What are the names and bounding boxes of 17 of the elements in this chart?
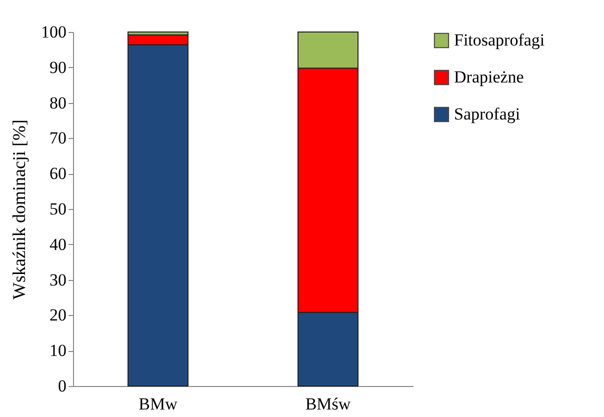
y-tick-label: 100 — [41, 22, 66, 42]
x-tick-label: BMśw — [305, 394, 352, 414]
y-axis-title: Wskaźnik dominacji [%] — [9, 120, 29, 300]
y-tick-label: 20 — [50, 306, 66, 325]
y-tick-label: 60 — [50, 164, 66, 184]
y-tick-label: 30 — [50, 270, 66, 290]
y-tick-label: 0 — [58, 376, 66, 396]
y-tick-label: 70 — [50, 128, 66, 148]
y-tick-label: 40 — [50, 234, 66, 254]
y-tick-label: 90 — [50, 58, 66, 77]
x-tick-label: BMw — [138, 394, 178, 414]
y-tick-label: 50 — [50, 200, 66, 218]
y-tick-label: 80 — [50, 93, 66, 112]
legend-label: Drapieżne — [454, 68, 524, 86]
legend-label: Saprofagi — [454, 104, 520, 124]
legend-label: Fitosaprofagi — [454, 30, 545, 50]
y-tick-label: 10 — [50, 341, 66, 360]
